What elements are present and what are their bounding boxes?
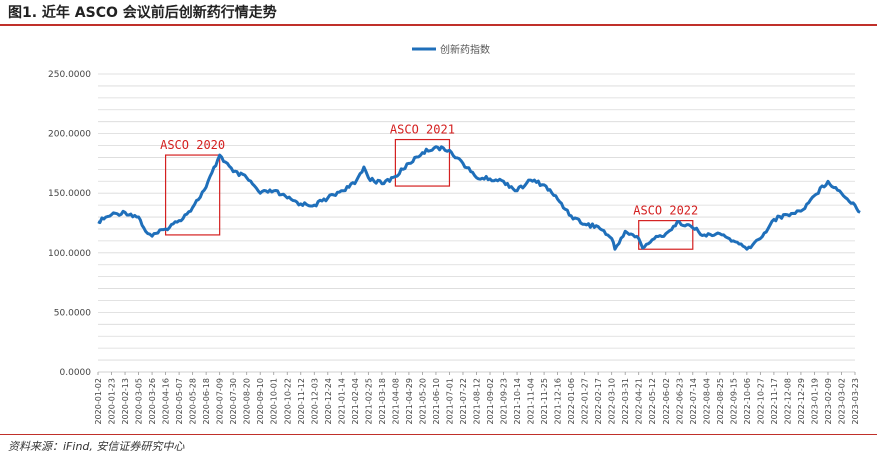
x-tick-label: 2020-12-03	[310, 378, 319, 425]
annotation-label: ASCO 2021	[390, 123, 455, 137]
x-tick-label: 2021-11-04	[527, 378, 536, 425]
x-tick-label: 2022-09-15	[729, 378, 738, 425]
y-tick-label: 200.0000	[48, 130, 91, 140]
x-tick-label: 2023-02-09	[824, 378, 833, 425]
y-tick-label: 250.0000	[48, 70, 91, 80]
x-tick-label: 2023-03-23	[851, 378, 860, 425]
legend: 创新药指数	[412, 43, 490, 56]
x-tick-label: 2022-12-08	[783, 378, 792, 425]
x-tick-label: 2020-01-02	[94, 378, 103, 425]
footer-rule	[0, 434, 877, 435]
x-tick-label: 2020-03-05	[135, 378, 144, 425]
y-axis: 0.0000 50.0000 100.0000 150.0000 200.0000 250…	[48, 70, 91, 378]
x-tick-label: 2022-03-31	[621, 378, 630, 425]
x-tick-label: 2022-06-23	[675, 378, 684, 425]
x-tick-label: 2020-11-12	[297, 378, 306, 425]
x-tick-label: 2020-04-16	[162, 378, 171, 425]
x-tick-label: 2020-08-20	[243, 378, 252, 425]
y-tick-label: 150.0000	[48, 189, 91, 199]
x-tick-label: 2021-07-01	[445, 378, 454, 425]
annotation-label: ASCO 2020	[160, 138, 225, 152]
x-tick-label: 2022-01-06	[567, 378, 576, 425]
x-tick-label: 2020-06-18	[202, 378, 211, 425]
y-tick-label: 100.0000	[48, 249, 91, 259]
grid-lines	[98, 73, 855, 373]
x-tick-label: 2022-07-14	[689, 378, 698, 425]
x-tick-label: 2021-02-25	[364, 378, 373, 425]
x-tick-label: 2022-12-29	[797, 378, 806, 425]
x-tick-label: 2021-10-14	[513, 378, 522, 425]
x-tick-label: 2021-05-20	[418, 378, 427, 425]
x-tick-label: 2022-06-02	[662, 378, 671, 425]
x-axis: 2020-01-02 2020-01-23 2020-02-13 2020-03-05…	[94, 372, 860, 425]
x-tick-label: 2022-11-17	[770, 378, 779, 425]
source-note: 资料来源：iFind, 安信证券研究中心	[8, 440, 185, 453]
annotations: ASCO 2020 ASCO 2021 ASCO 2022	[160, 123, 698, 250]
annotation-box	[164, 154, 221, 236]
x-tick-label: 2021-12-16	[554, 378, 563, 425]
legend-label: 创新药指数	[440, 43, 490, 56]
annotation-box	[394, 138, 451, 187]
page-title: 图1. 近年 ASCO 会议前后创新药行情走势	[8, 5, 277, 21]
x-tick-label: 2022-04-21	[635, 378, 644, 425]
series-line-innovative-drug-index	[97, 145, 861, 251]
x-tick-label: 2021-07-22	[459, 378, 468, 425]
x-tick-label: 2021-03-18	[378, 378, 387, 425]
x-tick-label: 2020-09-10	[256, 378, 265, 425]
x-tick-label: 2023-01-19	[810, 378, 819, 425]
x-tick-label: 2020-01-23	[108, 378, 117, 425]
annotation-label: ASCO 2022	[633, 204, 698, 218]
x-tick-label: 2022-10-06	[743, 378, 752, 425]
x-tick-label: 2022-08-04	[702, 378, 711, 425]
x-tick-label: 2021-02-04	[351, 378, 360, 425]
x-tick-label: 2021-09-02	[486, 378, 495, 425]
x-tick-label: 2020-05-28	[189, 378, 198, 425]
x-tick-label: 2022-05-12	[648, 378, 657, 425]
x-tick-label: 2022-10-27	[756, 378, 765, 425]
x-tick-label: 2020-07-30	[229, 378, 238, 425]
x-tick-label: 2022-08-25	[716, 378, 725, 425]
x-tick-label: 2021-06-10	[432, 378, 441, 425]
x-tick-label: 2020-02-13	[121, 378, 130, 425]
x-tick-label: 2023-03-02	[837, 378, 846, 425]
x-tick-label: 2021-04-29	[405, 378, 414, 425]
annotation-box	[638, 220, 694, 250]
x-tick-label: 2020-03-26	[148, 378, 157, 425]
x-tick-label: 2020-12-24	[324, 378, 333, 425]
title-rule	[0, 24, 877, 26]
x-tick-label: 2020-05-07	[175, 378, 184, 425]
x-tick-label: 2021-11-25	[540, 378, 549, 425]
x-tick-label: 2021-09-23	[500, 378, 509, 425]
x-tick-label: 2020-10-01	[270, 378, 279, 425]
x-tick-label: 2020-10-22	[283, 378, 292, 425]
x-tick-label: 2022-02-17	[594, 378, 603, 425]
x-tick-label: 2021-01-14	[337, 378, 346, 425]
y-tick-label: 0.0000	[60, 368, 92, 378]
x-tick-label: 2021-04-08	[391, 378, 400, 425]
x-tick-label: 2022-01-27	[581, 378, 590, 425]
x-tick-label: 2021-08-12	[473, 378, 482, 425]
y-tick-label: 50.0000	[54, 308, 91, 318]
x-tick-label: 2020-07-09	[216, 378, 225, 425]
x-tick-label: 2022-03-10	[608, 378, 617, 425]
